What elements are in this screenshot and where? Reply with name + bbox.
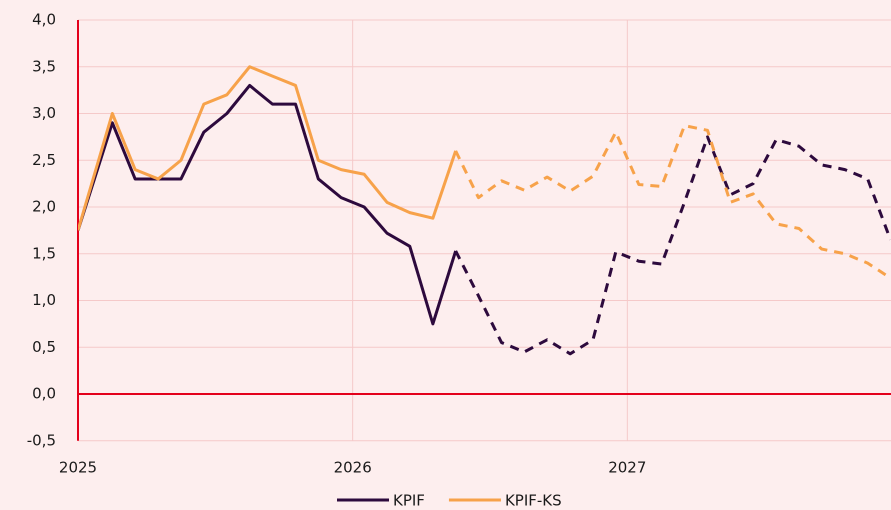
series-line <box>78 65 458 231</box>
y-tick-label: 4,0 <box>32 11 56 29</box>
forecast-line <box>454 135 891 356</box>
y-tick-label: 0,0 <box>32 385 56 403</box>
y-tick-label: 1,0 <box>32 291 56 309</box>
forecast-line <box>454 124 891 280</box>
y-tick-label: 2,0 <box>32 198 56 216</box>
y-tick-label: 1,5 <box>32 244 56 262</box>
legend-label: KPIF <box>393 492 425 510</box>
y-tick-label: 3,5 <box>32 57 56 75</box>
y-tick-label: -0,5 <box>27 431 56 449</box>
legend-label: KPIF-KS <box>505 492 562 510</box>
x-tick-label: 2025 <box>59 459 97 477</box>
y-tick-label: 0,5 <box>32 338 56 356</box>
plot-area <box>78 65 891 356</box>
x-tick-label: 2027 <box>608 459 646 477</box>
y-tick-label: 2,5 <box>32 151 56 169</box>
y-tick-label: 3,0 <box>32 104 56 122</box>
x-tick-label: 2026 <box>334 459 372 477</box>
series-line <box>78 83 458 326</box>
